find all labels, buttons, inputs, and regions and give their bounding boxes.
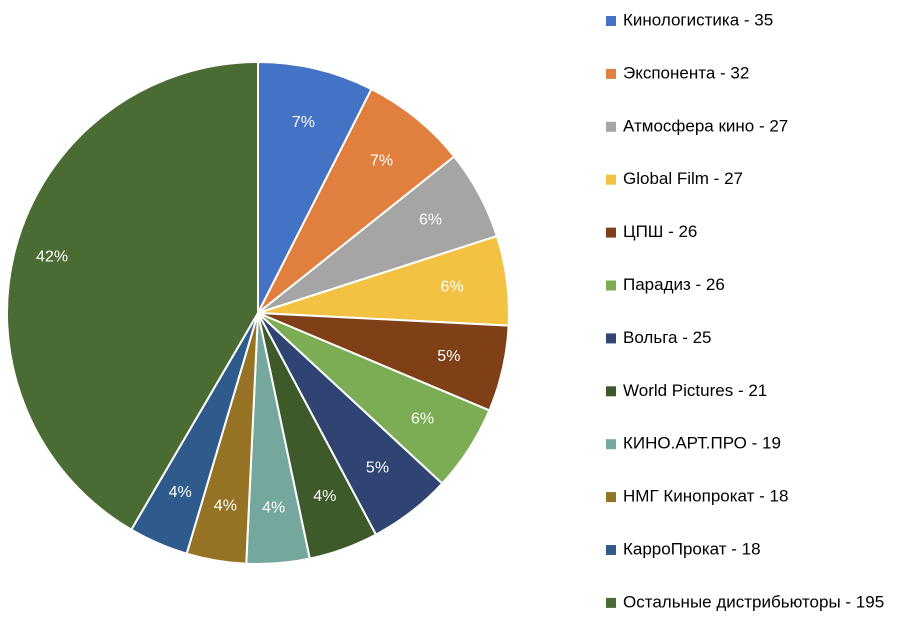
data-label: 4% — [262, 499, 285, 516]
legend-entry: ЦПШ - 26 — [623, 222, 697, 241]
legend-swatch — [606, 227, 616, 238]
legend-entry: КарроПрокат - 18 — [623, 539, 761, 558]
legend-swatch — [606, 333, 616, 344]
pie-slice — [257, 87, 456, 314]
legend-swatch — [606, 492, 616, 503]
pie-slice — [6, 60, 259, 532]
data-label: 7% — [370, 152, 393, 169]
data-label: 6% — [419, 212, 442, 229]
data-label: 7% — [292, 114, 315, 131]
data-label: 42% — [36, 248, 68, 265]
legend-entry: Парадиз - 26 — [623, 275, 725, 294]
data-label: 4% — [313, 488, 336, 505]
legend-swatch — [606, 68, 616, 79]
legend-entry: КИНО.АРТ.ПРО - 19 — [623, 434, 781, 453]
data-label: 6% — [411, 410, 434, 427]
legend-entry: Остальные дистрибьюторы - 195 — [623, 592, 884, 611]
data-label: 6% — [441, 279, 464, 296]
data-label: 4% — [214, 497, 237, 514]
legend-entry: World Pictures - 21 — [623, 381, 767, 400]
legend-entry: Атмосфера кино - 27 — [623, 116, 788, 135]
pie-slice — [257, 60, 373, 314]
legend-swatch — [606, 439, 616, 450]
data-label: 5% — [437, 348, 460, 365]
data-label: 5% — [366, 459, 389, 476]
data-label: 4% — [169, 484, 192, 501]
legend-swatch — [606, 121, 616, 132]
legend-swatch — [606, 280, 616, 291]
legend-swatch — [606, 545, 616, 555]
legend-entry: Global Film - 27 — [623, 169, 743, 188]
legend-entry: Кинологистика - 35 — [623, 10, 773, 29]
legend-entry: Вольга - 25 — [623, 328, 712, 347]
legend-swatch — [606, 16, 616, 26]
legend-swatch — [606, 386, 616, 397]
legend-swatch — [606, 174, 616, 185]
legend-entry: Экспонента - 32 — [623, 63, 749, 82]
legend-swatch — [606, 597, 616, 608]
legend-entry: НМГ Кинопрокат - 18 — [623, 487, 788, 506]
